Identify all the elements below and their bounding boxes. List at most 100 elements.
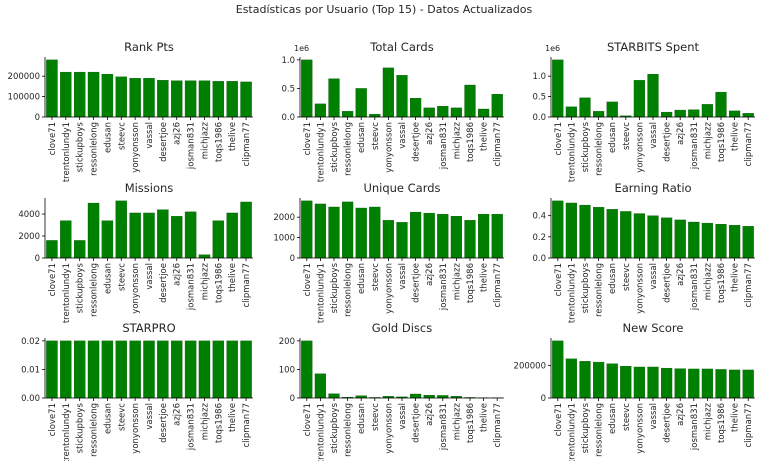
x-tick-label: ressonlelong (90, 403, 100, 457)
bar-clove71 (46, 60, 57, 117)
bar-michjazz (702, 104, 713, 117)
y-tick-label: 0 (290, 254, 295, 264)
x-tick-label: clipman77 (744, 263, 754, 307)
bar-thelive (729, 370, 740, 398)
x-tick-label: desertjoe (412, 403, 422, 443)
x-tick-label: josman831 (439, 122, 449, 170)
x-tick-label: desertjoe (412, 122, 422, 162)
x-tick-label: michjazz (200, 121, 210, 159)
bar-stickupboys (580, 361, 591, 398)
bar-clove71 (46, 341, 57, 398)
bar-toqs1986 (716, 369, 727, 398)
bar-trentonlundy1 (566, 107, 577, 117)
chart-title: Missions (125, 181, 174, 195)
bar-edusan (102, 74, 113, 117)
bar-desertjoe (661, 368, 672, 398)
bar-thelive (729, 225, 740, 258)
x-tick-label: clove71 (303, 122, 313, 155)
bar-thelive (478, 109, 489, 117)
chart-title: Total Cards (369, 40, 433, 54)
bar-clove71 (301, 60, 312, 117)
bar-desertjoe (410, 212, 421, 258)
bar-stickupboys (329, 394, 340, 398)
bar-stickupboys (580, 205, 591, 258)
x-tick-label: trentonlundy1 (316, 263, 326, 323)
bar-stickupboys (74, 341, 85, 398)
bar-michjazz (451, 108, 462, 117)
x-tick-label: toqs1986 (717, 122, 727, 162)
x-tick-label: yonyonsson (635, 403, 645, 454)
bar-ressonlelong (593, 111, 604, 117)
bar-edusan (356, 208, 367, 258)
axis-scale-label: 1e6 (294, 44, 309, 53)
x-tick-label: yonyonsson (131, 263, 141, 314)
bar-trentonlundy1 (60, 72, 71, 117)
y-tick-label: 200 (279, 337, 295, 347)
x-tick-label: vassal (398, 122, 408, 149)
y-tick-label: 0.2 (532, 233, 546, 243)
bar-steevc (116, 341, 127, 398)
bar-clipman77 (241, 82, 252, 117)
x-tick-label: desertjoe (663, 263, 673, 303)
bar-steevc (620, 211, 631, 258)
bar-desertjoe (410, 98, 421, 117)
bar-toqs1986 (213, 341, 224, 398)
bar-azj26 (675, 220, 686, 258)
bar-azj26 (675, 110, 686, 117)
bar-thelive (729, 111, 740, 117)
bar-vassal (648, 367, 659, 398)
x-tick-label: desertjoe (159, 122, 169, 162)
x-tick-label: ressonlelong (90, 122, 100, 176)
bar-edusan (356, 88, 367, 117)
y-tick-label: 1.0 (532, 72, 546, 82)
bar-steevc (369, 114, 380, 117)
y-tick-label: 0.5 (281, 84, 295, 94)
bar-michjazz (199, 255, 210, 258)
x-tick-label: trentonlundy1 (567, 263, 577, 323)
bar-steevc (620, 366, 631, 398)
chart-title: New Score (623, 321, 684, 335)
x-tick-label: azj26 (173, 122, 183, 145)
bar-clove71 (552, 201, 563, 258)
bar-thelive (478, 214, 489, 258)
y-tick-label: 1000 (273, 234, 295, 244)
x-tick-label: josman831 (690, 263, 700, 311)
x-tick-label: azj26 (425, 122, 435, 145)
bar-vassal (648, 74, 659, 117)
bar-clove71 (301, 341, 312, 398)
x-tick-label: toqs1986 (466, 263, 476, 303)
bar-vassal (143, 341, 154, 398)
bar-clove71 (301, 201, 312, 258)
bar-yonyonsson (383, 220, 394, 258)
bar-vassal (143, 213, 154, 258)
bar-thelive (227, 213, 238, 258)
y-tick-label: 0.4 (532, 212, 546, 222)
bar-trentonlundy1 (60, 341, 71, 398)
bar-yonyonsson (634, 367, 645, 398)
y-tick-label: 0 (35, 113, 40, 123)
bar-michjazz (702, 369, 713, 398)
x-tick-label: ressonlelong (90, 263, 100, 317)
bar-josman831 (688, 110, 699, 117)
x-tick-label: josman831 (187, 403, 197, 451)
x-tick-label: josman831 (187, 122, 197, 170)
chart-title: Rank Pts (124, 40, 174, 54)
bar-josman831 (185, 341, 196, 398)
x-tick-label: steevc (622, 263, 632, 291)
x-tick-label: yonyonsson (384, 403, 394, 454)
x-tick-label: josman831 (439, 263, 449, 311)
bar-josman831 (688, 369, 699, 398)
x-tick-label: vassal (145, 122, 155, 149)
bar-azj26 (171, 341, 182, 398)
bar-steevc (369, 207, 380, 258)
bar-thelive (227, 81, 238, 117)
x-tick-label: toqs1986 (214, 122, 224, 162)
bar-josman831 (688, 222, 699, 258)
x-tick-label: michjazz (452, 121, 462, 159)
bar-ressonlelong (88, 341, 99, 398)
x-tick-label: edusan (608, 122, 618, 153)
bar-trentonlundy1 (315, 204, 326, 258)
bar-stickupboys (74, 72, 85, 117)
